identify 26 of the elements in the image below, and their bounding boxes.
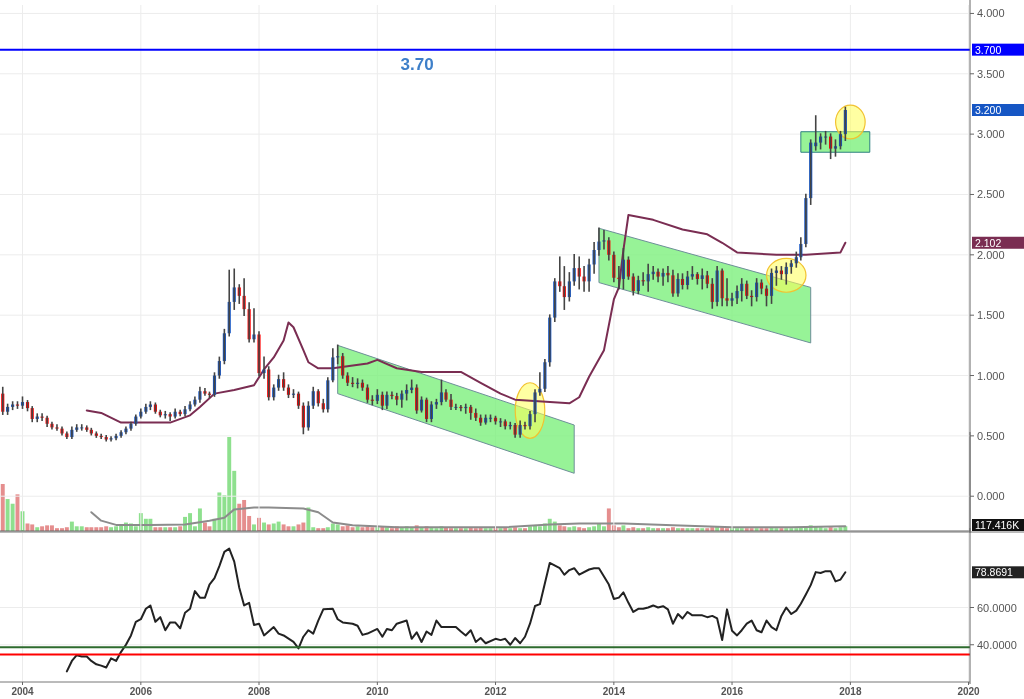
x-tick-label: 2010	[366, 686, 389, 697]
y-tick-label: 2.000	[977, 248, 1005, 261]
x-tick-label: 2018	[839, 686, 862, 697]
y-tick-label: 0.000	[977, 490, 1005, 503]
y-tick-label: 1.500	[977, 309, 1005, 322]
y-tick-label: 4.000	[977, 7, 1005, 20]
y-tick-label: 3.500	[977, 67, 1005, 80]
y-tick-label: 40.0000	[977, 638, 1017, 651]
y-tick-label: 0.500	[977, 429, 1005, 442]
x-tick-label: 2016	[720, 686, 744, 697]
y-tick-label: 3.000	[977, 128, 1005, 141]
x-tick-label: 2008	[247, 686, 271, 697]
x-tick-label: 2006	[129, 686, 153, 697]
x-tick-label: 2012	[484, 686, 508, 697]
x-tick-label: 2004	[11, 686, 35, 697]
y-tick-label: 60.0000	[977, 601, 1017, 614]
text: 117.416K	[975, 519, 1020, 531]
text: 78.8691	[975, 566, 1014, 579]
x-tick-label: 2020	[957, 686, 981, 697]
x-tick-label: 2014	[602, 686, 626, 697]
text: 2.102	[975, 236, 1002, 249]
text: 3.200	[975, 104, 1002, 116]
ref-line-label: 3.70	[400, 54, 434, 74]
y-tick-label: 2.500	[977, 188, 1005, 201]
text: 3.700	[975, 43, 1002, 56]
y-tick-label: 1.000	[977, 369, 1005, 382]
